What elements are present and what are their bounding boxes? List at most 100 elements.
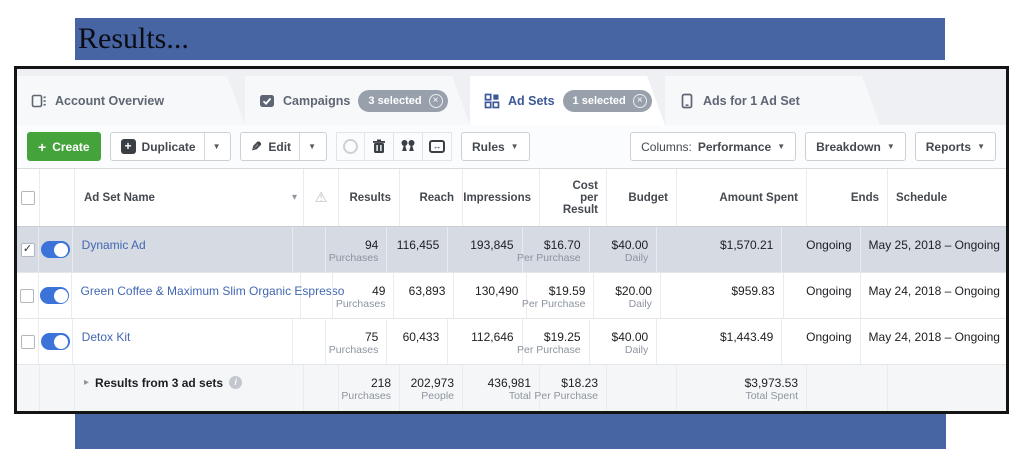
row-checkbox[interactable]: ✓ bbox=[20, 242, 35, 257]
summary-reach: 202,973 People bbox=[400, 365, 463, 411]
ad-set-name-link[interactable]: Green Coffee & Maximum Slim Organic Espr… bbox=[80, 284, 345, 298]
duplicate-button[interactable]: + Duplicate ▼ bbox=[109, 132, 232, 161]
row-toggle-cell bbox=[39, 319, 73, 364]
reports-dropdown[interactable]: Reports ▼ bbox=[914, 132, 996, 161]
summary-label: Results from 3 ad sets bbox=[95, 376, 224, 390]
edit-button-label: Edit bbox=[268, 139, 292, 154]
ad-set-name-link[interactable]: Detox Kit bbox=[81, 330, 131, 344]
ad-sets-selected-badge[interactable]: 1 selected × bbox=[563, 90, 652, 112]
clear-selection-icon[interactable]: × bbox=[633, 94, 647, 108]
table-row[interactable]: Green Coffee & Maximum Slim Organic Espr… bbox=[17, 273, 1006, 319]
badge-text: 3 selected bbox=[368, 94, 422, 107]
row-checkbox[interactable] bbox=[20, 334, 35, 349]
table-row[interactable]: ✓ Dynamic Ad 94 Purchases 116,455 193,84… bbox=[17, 227, 1006, 273]
ad-set-name-cell: Green Coffee & Maximum Slim Organic Espr… bbox=[72, 273, 344, 318]
chevron-down-icon[interactable]: ▼ bbox=[308, 142, 316, 151]
ends-cell: Ongoing bbox=[782, 319, 861, 364]
summary-check-cell bbox=[17, 365, 40, 411]
status-toggle[interactable] bbox=[40, 333, 70, 350]
row-check-cell: ✓ bbox=[17, 227, 40, 272]
pause-button[interactable] bbox=[335, 132, 365, 161]
status-toggle[interactable] bbox=[40, 287, 70, 304]
summary-results: 218 Purchases bbox=[339, 365, 400, 411]
delivery-warning-cell bbox=[293, 227, 327, 272]
ad-set-name-link[interactable]: Dynamic Ad bbox=[81, 238, 146, 252]
row-checkbox[interactable] bbox=[20, 288, 35, 303]
status-toggle[interactable] bbox=[40, 241, 70, 258]
cost-per-result-cell: $19.25 Per Purchase bbox=[517, 319, 590, 364]
row-check-cell bbox=[17, 319, 40, 364]
reach-cell: 63,893 bbox=[394, 273, 455, 318]
pixel-button[interactable]: ↔ bbox=[422, 132, 452, 161]
header-cost-per-result[interactable]: Cost per Result bbox=[540, 169, 607, 226]
pixel-arrows-icon: ↔ bbox=[428, 140, 445, 153]
columns-value: Performance bbox=[697, 139, 772, 154]
edit-button[interactable]: ✎ Edit ▼ bbox=[240, 132, 327, 161]
account-overview-icon bbox=[31, 93, 47, 109]
chevron-down-icon[interactable]: ▼ bbox=[212, 142, 221, 151]
create-button[interactable]: + Create bbox=[27, 132, 101, 161]
budget-cell: $40.00 Daily bbox=[590, 227, 658, 272]
select-all-cell bbox=[17, 169, 40, 226]
trash-icon bbox=[372, 139, 386, 154]
clear-selection-icon[interactable]: × bbox=[429, 94, 443, 108]
results-cell: 49 Purchases bbox=[333, 273, 395, 318]
tab-label: Ads for 1 Ad Set bbox=[703, 93, 800, 108]
summary-schedule bbox=[888, 365, 1006, 411]
tab-ad-sets[interactable]: Ad Sets 1 selected × bbox=[470, 76, 665, 125]
summary-warning-cell bbox=[304, 365, 339, 411]
split-test-button[interactable] bbox=[393, 132, 423, 161]
header-label: Amount Spent bbox=[719, 191, 798, 204]
table-header-row: Ad Set Name ▾ ⚠ Results Reach Impression… bbox=[17, 169, 1006, 227]
info-icon[interactable]: i bbox=[229, 376, 243, 389]
row-toggle-cell bbox=[39, 273, 72, 318]
table-row[interactable]: Detox Kit 75 Purchases 60,433 112,646 $1… bbox=[17, 319, 1006, 365]
header-delivery-warning[interactable]: ⚠ bbox=[304, 169, 339, 226]
tab-bar: Account Overview Campaigns 3 selected × … bbox=[17, 69, 1006, 125]
summary-toggle-cell bbox=[40, 365, 75, 411]
summary-amount-spent: $3,973.53 Total Spent bbox=[677, 365, 807, 411]
toggle-knob bbox=[54, 334, 69, 349]
breakdown-dropdown[interactable]: Breakdown ▼ bbox=[805, 132, 906, 161]
rules-button[interactable]: Rules ▼ bbox=[460, 132, 530, 161]
tab-campaigns[interactable]: Campaigns 3 selected × bbox=[245, 76, 470, 125]
summary-budget bbox=[607, 365, 677, 411]
toolbar: + Create + Duplicate ▼ ✎ Edit ▼ bbox=[17, 125, 1006, 169]
amount-spent-cell: $959.83 bbox=[661, 273, 784, 318]
header-results[interactable]: Results bbox=[339, 169, 400, 226]
amount-spent-cell: $1,570.21 bbox=[657, 227, 783, 272]
tab-account-overview[interactable]: Account Overview bbox=[17, 76, 245, 125]
delete-button[interactable] bbox=[364, 132, 394, 161]
header-reach[interactable]: Reach bbox=[400, 169, 463, 226]
delivery-warning-cell bbox=[293, 319, 327, 364]
header-schedule[interactable]: Schedule bbox=[888, 169, 1006, 226]
chevron-down-icon: ▼ bbox=[510, 142, 519, 151]
tab-ads[interactable]: Ads for 1 Ad Set bbox=[665, 76, 880, 125]
header-ends[interactable]: Ends bbox=[807, 169, 888, 226]
ends-cell: Ongoing bbox=[784, 273, 861, 318]
header-ad-set-name[interactable]: Ad Set Name ▾ bbox=[75, 169, 304, 226]
header-label: Ends bbox=[850, 191, 879, 204]
split-divider bbox=[203, 133, 205, 160]
reach-cell: 116,455 bbox=[387, 227, 449, 272]
disclosure-triangle-icon[interactable]: ▸ bbox=[84, 377, 90, 388]
amount-spent-cell: $1,443.49 bbox=[657, 319, 783, 364]
chevron-down-icon: ▼ bbox=[777, 142, 786, 151]
columns-dropdown[interactable]: Columns: Performance ▼ bbox=[630, 132, 797, 161]
ads-device-icon bbox=[679, 93, 695, 109]
select-all-checkbox[interactable] bbox=[21, 190, 35, 205]
header-label: Cost per Result bbox=[562, 179, 598, 216]
reach-cell: 60,433 bbox=[387, 319, 449, 364]
toggle-knob bbox=[53, 288, 68, 303]
campaigns-selected-badge[interactable]: 3 selected × bbox=[358, 90, 447, 112]
sort-caret-icon[interactable]: ▾ bbox=[291, 192, 297, 203]
pencil-icon: ✎ bbox=[251, 138, 263, 154]
create-button-label: Create bbox=[52, 139, 90, 154]
campaigns-folder-check-icon bbox=[259, 93, 275, 109]
duplicate-button-label: Duplicate bbox=[141, 139, 196, 154]
header-impressions[interactable]: Impressions bbox=[463, 169, 540, 226]
delivery-warning-cell bbox=[301, 273, 334, 318]
header-budget[interactable]: Budget bbox=[607, 169, 677, 226]
header-amount-spent[interactable]: Amount Spent bbox=[677, 169, 807, 226]
warning-icon: ⚠ bbox=[314, 189, 328, 205]
